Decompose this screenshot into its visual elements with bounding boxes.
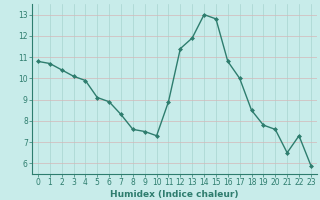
X-axis label: Humidex (Indice chaleur): Humidex (Indice chaleur) — [110, 190, 239, 199]
